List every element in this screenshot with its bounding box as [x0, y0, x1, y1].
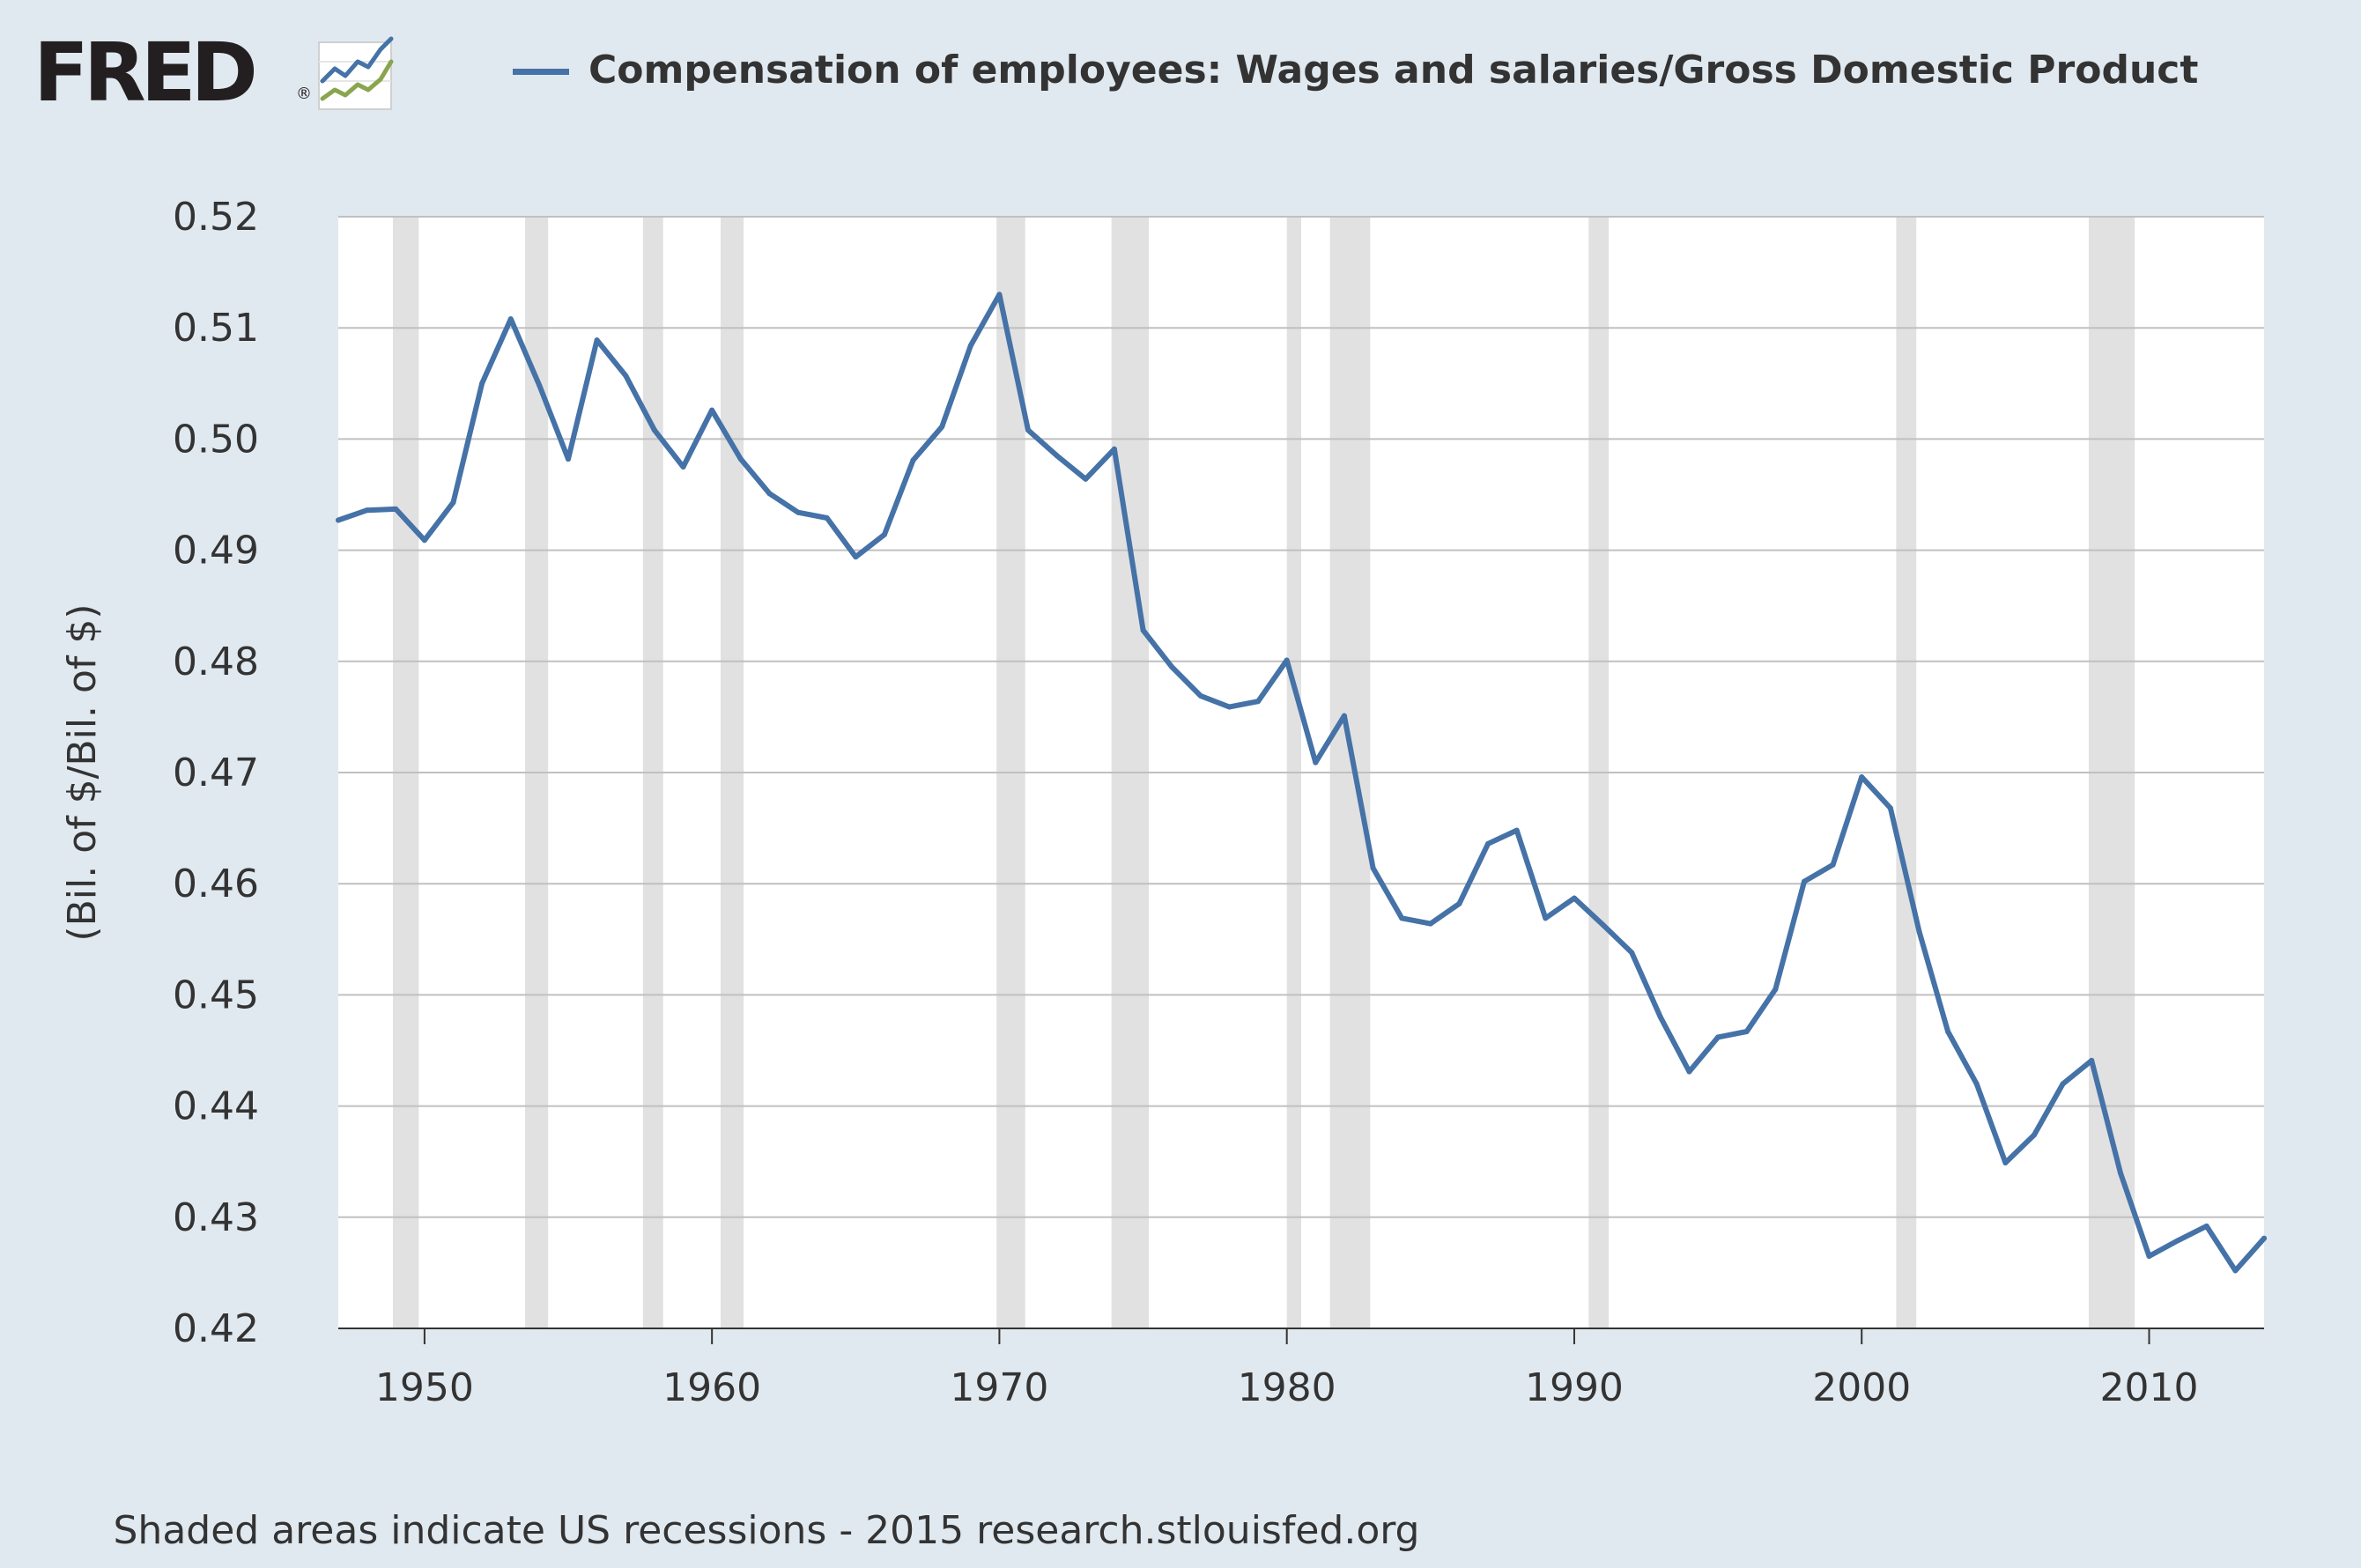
data-point — [766, 491, 773, 497]
data-point — [1600, 921, 1606, 928]
data-point — [680, 463, 686, 470]
data-point — [1226, 704, 1232, 710]
data-point — [623, 373, 629, 379]
x-axis: 1950 1960 1970 1980 1990 2000 2010 — [338, 1328, 2264, 1410]
data-point — [594, 337, 600, 344]
data-point — [1341, 713, 1347, 719]
data-point — [364, 507, 370, 514]
data-point — [1313, 759, 1319, 766]
data-point — [853, 554, 859, 560]
x-tick-label: 1980 — [1238, 1365, 1336, 1410]
data-point — [2203, 1223, 2209, 1229]
data-point — [2060, 1081, 2066, 1087]
data-point — [1629, 950, 1635, 956]
series-line — [336, 292, 2267, 1274]
data-point — [1370, 865, 1376, 871]
data-point — [910, 457, 916, 463]
data-point — [479, 381, 485, 387]
data-point — [1169, 664, 1175, 670]
data-point — [2146, 1253, 2152, 1259]
data-point — [537, 382, 543, 388]
y-tick-label: 0.51 — [173, 306, 259, 351]
data-point — [2002, 1159, 2009, 1165]
x-tick-label: 1970 — [950, 1365, 1048, 1410]
data-point — [1715, 1034, 1721, 1040]
x-tick-label: 1990 — [1525, 1365, 1624, 1410]
chart-footer-note: Shaded areas indicate US recessions - 20… — [113, 1508, 1420, 1553]
data-point — [1686, 1069, 1692, 1075]
data-point — [1083, 476, 1089, 482]
data-point — [651, 427, 657, 433]
data-point — [1830, 862, 1836, 868]
data-point — [1456, 900, 1462, 906]
y-tick-label: 0.50 — [173, 417, 259, 462]
data-point — [1773, 987, 1779, 993]
data-point — [967, 343, 973, 349]
data-point — [939, 424, 945, 430]
data-point — [1916, 928, 1922, 935]
data-point — [2089, 1057, 2095, 1063]
legend-series-label: Compensation of employees: Wages and sal… — [588, 48, 2199, 92]
data-point — [1859, 774, 1865, 780]
y-axis-title: (Bil. of $/Bil. of $) — [60, 603, 105, 941]
data-point — [450, 499, 456, 506]
data-point — [1571, 895, 1577, 901]
y-axis: 0.42 0.43 0.44 0.45 0.46 0.47 0.48 0.49 0.50 0.51… — [173, 195, 259, 1351]
data-point — [1399, 915, 1405, 921]
data-point — [709, 407, 715, 413]
data-point — [1743, 1029, 1750, 1035]
y-tick-label: 0.46 — [173, 862, 259, 906]
data-point — [796, 509, 802, 515]
data-point — [1887, 805, 1893, 811]
data-point — [1284, 657, 1290, 663]
data-point — [824, 515, 830, 521]
data-point — [1945, 1029, 1951, 1035]
data-point — [507, 316, 514, 322]
x-tick-label: 2010 — [2100, 1365, 2199, 1410]
registered-mark: ® — [296, 85, 312, 103]
data-point — [996, 292, 1003, 298]
data-point — [1485, 840, 1491, 847]
fred-logo: FRED ® — [33, 26, 412, 120]
data-point — [1111, 446, 1117, 452]
x-tick-label: 1960 — [662, 1365, 761, 1410]
x-tick-label: 2000 — [1812, 1365, 1911, 1410]
data-point — [1543, 915, 1549, 921]
data-point — [2175, 1238, 2181, 1244]
x-tick-label: 1950 — [375, 1365, 474, 1410]
data-point — [421, 537, 427, 544]
data-point — [1025, 427, 1032, 433]
data-point — [2117, 1170, 2123, 1176]
series-layer — [336, 292, 2267, 1274]
data-point — [1054, 453, 1060, 459]
data-point — [566, 456, 572, 462]
data-point — [336, 517, 341, 523]
y-tick-label: 0.45 — [173, 973, 259, 1017]
y-tick-label: 0.48 — [173, 640, 259, 684]
data-point — [1514, 827, 1520, 833]
y-tick-label: 0.44 — [173, 1084, 259, 1129]
data-point — [1255, 699, 1262, 705]
data-point — [1427, 921, 1433, 927]
data-point — [1657, 1014, 1663, 1020]
data-point — [2031, 1132, 2037, 1138]
data-point — [2232, 1268, 2239, 1274]
data-point — [881, 531, 887, 537]
fred-logo-text: FRED — [33, 26, 258, 120]
data-point — [1973, 1081, 1980, 1087]
legend-series-swatch — [513, 69, 569, 75]
data-point — [1140, 627, 1146, 633]
y-tick-label: 0.52 — [173, 195, 259, 240]
y-tick-label: 0.47 — [173, 751, 259, 795]
fred-chart-logo-icon — [318, 36, 394, 110]
data-point — [393, 506, 399, 512]
data-point — [737, 456, 744, 462]
data-point — [1197, 692, 1203, 699]
y-tick-label: 0.42 — [173, 1306, 259, 1351]
y-tick-label: 0.49 — [173, 529, 259, 573]
data-point — [2261, 1235, 2267, 1241]
y-tick-label: 0.43 — [173, 1195, 259, 1240]
data-point — [1801, 878, 1807, 884]
